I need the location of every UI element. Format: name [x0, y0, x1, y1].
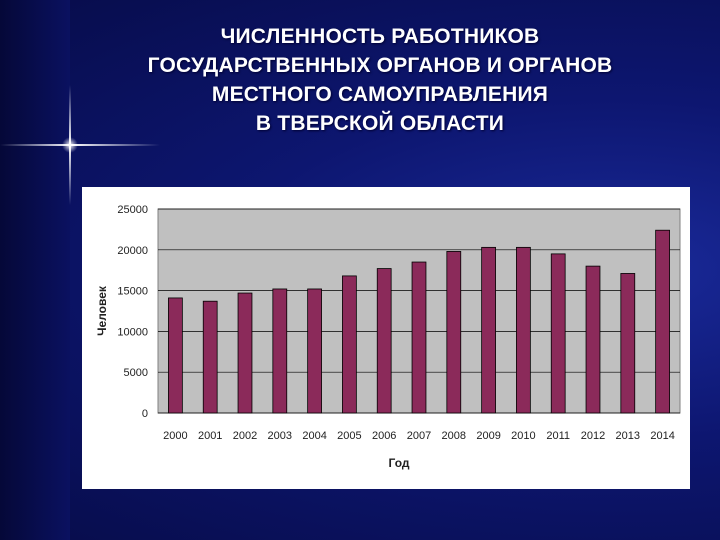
x-tick-label: 2001 [198, 430, 222, 442]
bar-2003 [272, 288, 288, 414]
x-tick-label: 2014 [650, 430, 674, 442]
y-tick-label: 5000 [124, 367, 148, 379]
bars [168, 229, 670, 414]
x-tick-label: 2000 [163, 430, 187, 442]
x-tick-label: 2007 [407, 430, 431, 442]
title-line-2: ГОСУДАРСТВЕННЫХ ОРГАНОВ И ОРГАНОВ [147, 54, 613, 77]
bar-2008 [446, 251, 462, 414]
x-tick-label: 2010 [511, 430, 535, 442]
bar-2004 [307, 288, 322, 414]
x-tick-labels: 2000 2001 2002 2003 2004 2005 2006 2007 2008 2009… [163, 430, 675, 442]
y-tick-label: 25000 [117, 204, 148, 216]
bar-2011 [550, 253, 566, 414]
bar-2002 [237, 292, 253, 414]
bar-2009 [481, 246, 496, 414]
x-tick-label: 2013 [616, 430, 640, 442]
x-tick-label: 2004 [302, 430, 326, 442]
x-tick-label: 2006 [372, 430, 396, 442]
sparkle-glow [62, 137, 78, 153]
x-tick-label: 2011 [546, 430, 570, 442]
x-tick-label: 2012 [581, 430, 605, 442]
bar-2006 [376, 268, 392, 414]
y-tick-label: 15000 [117, 286, 148, 298]
bar-2001 [202, 300, 218, 414]
x-tick-label: 2003 [268, 430, 292, 442]
bar-2010 [516, 246, 531, 414]
bar-2014 [655, 229, 670, 414]
y-tick-label: 20000 [117, 245, 148, 257]
title-line-3: МЕСТНОГО САМОУПРАВЛЕНИЯ [211, 83, 549, 106]
left-band [0, 0, 70, 540]
bar-2013 [620, 273, 636, 414]
x-axis-title: Год [389, 456, 410, 470]
bar-2012 [585, 265, 601, 414]
bar-2000 [168, 297, 183, 414]
y-tick-label: 10000 [117, 326, 148, 338]
x-tick-label: 2002 [233, 430, 257, 442]
x-tick-label: 2009 [476, 430, 500, 442]
bar-2007 [411, 261, 427, 414]
chart-container: 0 5000 10000 15000 20000 25000 2000 2001 2002 20… [82, 187, 690, 489]
bar-2005 [342, 275, 357, 414]
slide-title: ЧИСЛЕННОСТЬ РАБОТНИКОВ ГОСУДАРСТВЕННЫХ О… [100, 22, 660, 138]
y-tick-label: 0 [142, 408, 148, 420]
sparkle-horizontal [0, 144, 160, 146]
y-axis-title: Человек [95, 285, 109, 336]
y-tick-labels: 0 5000 10000 15000 20000 25000 [117, 204, 148, 420]
x-tick-label: 2005 [337, 430, 361, 442]
title-line-1: ЧИСЛЕННОСТЬ РАБОТНИКОВ [220, 25, 540, 48]
x-tick-label: 2008 [442, 430, 466, 442]
title-line-4: В ТВЕРСКОЙ ОБЛАСТИ [255, 112, 505, 135]
